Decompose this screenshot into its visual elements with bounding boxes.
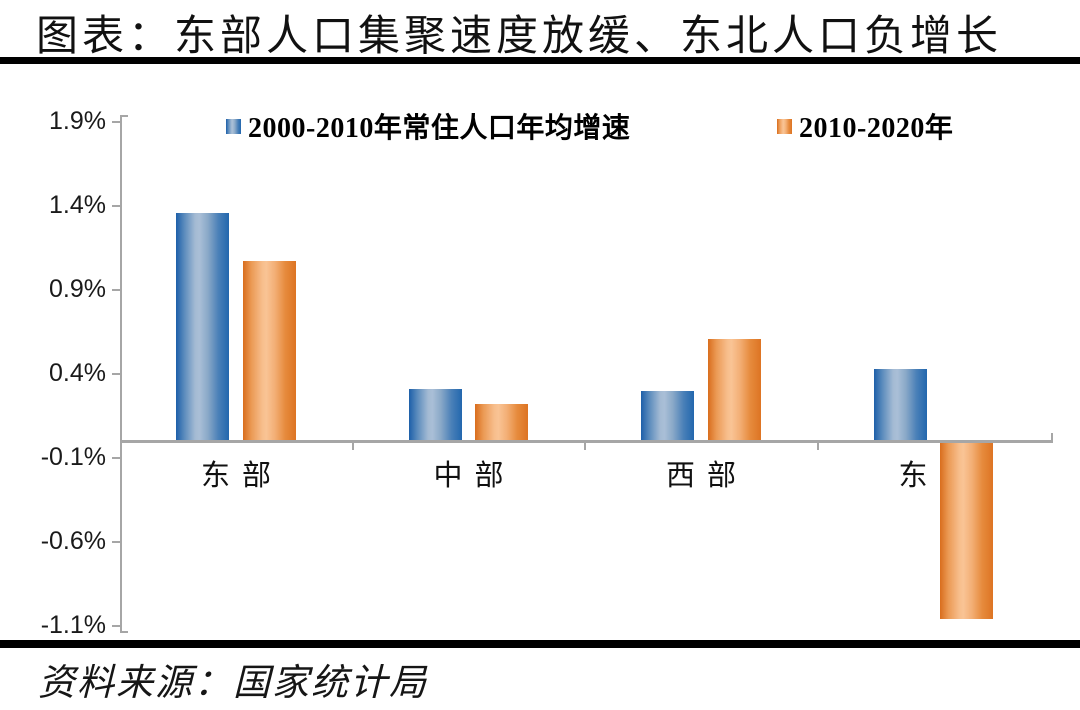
bar-西部-series-1 [707, 338, 761, 441]
bar-西部-series-0 [641, 390, 695, 441]
y-tick-label: 1.9% [49, 106, 106, 135]
y-tick [112, 540, 120, 543]
source-note: 资料来源：国家统计局 [38, 663, 428, 704]
legend-item-2010-2020: 2010-2020年 [777, 106, 953, 146]
y-tick [112, 120, 120, 123]
y-axis-bottom-cap [120, 631, 128, 633]
category-label-东北: 东北 [844, 452, 1024, 494]
y-tick [112, 372, 120, 375]
x-tick [584, 442, 586, 450]
y-axis-top-cap [120, 115, 128, 117]
bar-东部-series-0 [176, 212, 230, 441]
y-tick-label: 1.4% [49, 190, 106, 219]
y-tick-label: -0.1% [40, 442, 106, 471]
x-axis-end-cap [1051, 433, 1053, 442]
bar-中部-series-0 [408, 388, 462, 441]
legend-item-2000-2010: 2000-2010年常住人口年均增速 [226, 106, 630, 146]
bar-东北-series-1 [940, 441, 994, 620]
legend-label-2000-2010: 2000-2010年常住人口年均增速 [248, 113, 631, 144]
bar-东部-series-1 [242, 261, 296, 441]
y-tick-label: -1.1% [40, 610, 106, 639]
legend-swatch-blue-icon [226, 118, 241, 134]
y-tick [112, 456, 120, 459]
x-tick [351, 442, 354, 450]
x-axis-line [120, 440, 1053, 443]
category-label-西部: 西部 [665, 460, 748, 492]
y-axis-line [120, 115, 122, 633]
y-tick [112, 288, 120, 291]
y-tick-label: 0.9% [49, 274, 106, 303]
category-label-东部: 东部 [200, 460, 283, 492]
legend-label-2010-2020: 2010-2020年 [799, 113, 954, 144]
y-tick [112, 204, 120, 207]
bar-中部-series-1 [475, 404, 529, 441]
bar-东北-series-0 [873, 368, 927, 441]
x-tick [816, 442, 819, 450]
top-divider-rule [0, 57, 1080, 64]
y-tick-label: 0.4% [49, 358, 106, 387]
legend-swatch-orange-icon [777, 118, 792, 134]
bottom-divider-rule [0, 640, 1080, 648]
y-tick-label: -0.6% [40, 526, 106, 555]
category-label-中部: 中部 [433, 460, 516, 492]
y-tick [112, 624, 120, 627]
chart-title: 图表：东部人口集聚速度放缓、东北人口负增长 [36, 14, 1003, 60]
